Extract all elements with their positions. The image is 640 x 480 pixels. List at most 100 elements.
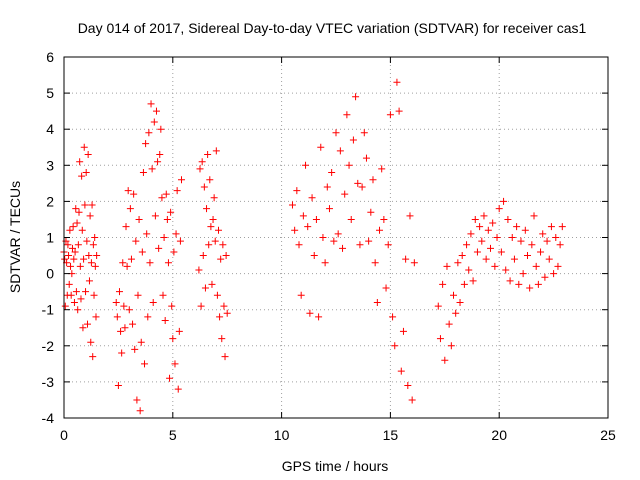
data-point (83, 237, 91, 245)
y-tick-label: 1 (46, 230, 54, 246)
data-point (195, 266, 203, 274)
data-point (205, 241, 213, 249)
data-point (473, 248, 481, 256)
data-point (484, 226, 492, 234)
data-point (121, 324, 129, 332)
data-point (343, 111, 351, 119)
y-tick-label: 0 (46, 266, 54, 282)
data-point (347, 215, 355, 223)
y-tick-label: 4 (46, 121, 54, 137)
data-point (199, 252, 207, 260)
data-point (87, 259, 95, 267)
data-point (166, 374, 174, 382)
data-point (523, 252, 531, 260)
data-point (127, 255, 135, 263)
data-point (402, 255, 410, 263)
data-point (517, 237, 525, 245)
data-point (471, 215, 479, 223)
y-tick-labels: -4 -3 -2 -1 0 1 2 3 4 5 6 (42, 49, 55, 426)
data-point (330, 237, 338, 245)
axis-ticks (63, 56, 609, 419)
data-point (67, 291, 75, 299)
data-point (218, 335, 226, 343)
data-point (70, 298, 78, 306)
data-point (476, 223, 484, 231)
data-point (467, 230, 475, 238)
data-point (221, 353, 229, 361)
y-tick-label: 2 (46, 193, 54, 209)
data-point (66, 226, 74, 234)
x-tick-label: 20 (491, 427, 507, 443)
data-point (447, 342, 455, 350)
data-point (158, 194, 166, 202)
data-point (139, 169, 147, 177)
data-point (167, 208, 175, 216)
data-point (170, 248, 178, 256)
data-point (504, 215, 512, 223)
data-point (156, 150, 164, 158)
data-point (365, 237, 373, 245)
data-point (395, 107, 403, 115)
data-point (129, 320, 137, 328)
data-point (70, 255, 78, 263)
data-point (71, 248, 79, 256)
data-point (526, 284, 534, 292)
data-point (537, 248, 545, 256)
data-point (160, 234, 168, 241)
data-point (382, 284, 390, 292)
data-point (463, 241, 471, 249)
data-point (72, 288, 80, 296)
data-point (441, 356, 449, 364)
data-point (77, 295, 85, 303)
data-point (144, 313, 152, 321)
data-point (175, 327, 183, 335)
data-point (310, 252, 318, 260)
data-point (360, 129, 368, 137)
data-point (85, 277, 93, 285)
data-point (64, 241, 72, 249)
data-point (345, 161, 353, 169)
data-point (172, 230, 180, 238)
data-point (410, 259, 418, 267)
data-point (436, 335, 444, 343)
data-point (367, 208, 375, 216)
data-point (491, 262, 499, 270)
data-point (384, 241, 392, 249)
data-point (373, 298, 381, 306)
data-point (217, 255, 225, 263)
data-point (208, 280, 216, 288)
data-point (547, 223, 555, 231)
x-tick-label: 25 (600, 427, 616, 443)
data-point (150, 118, 158, 126)
data-point (151, 212, 159, 220)
data-point (515, 280, 523, 288)
data-point (73, 219, 81, 227)
data-point (133, 396, 141, 404)
data-point (162, 190, 170, 198)
data-point (65, 280, 73, 288)
data-point (213, 291, 221, 299)
data-point (376, 226, 384, 234)
data-point (332, 129, 340, 137)
data-point (356, 241, 364, 249)
data-point (500, 197, 508, 205)
data-point (65, 252, 73, 260)
data-point (178, 176, 186, 184)
data-point (291, 226, 299, 234)
data-point (352, 93, 360, 101)
data-point (325, 205, 333, 213)
data-point (391, 342, 399, 350)
data-point (506, 277, 514, 285)
data-point (489, 219, 497, 227)
x-tick-label: 10 (274, 427, 290, 443)
data-point (89, 353, 97, 361)
data-point (434, 302, 442, 310)
data-point (304, 223, 312, 231)
x-tick-label: 15 (383, 427, 399, 443)
data-point (75, 208, 83, 216)
data-point (478, 237, 486, 245)
data-point (173, 187, 181, 195)
data-point (534, 280, 542, 288)
data-point (86, 212, 94, 220)
x-tick-labels: 0 5 10 15 20 25 (60, 427, 616, 443)
